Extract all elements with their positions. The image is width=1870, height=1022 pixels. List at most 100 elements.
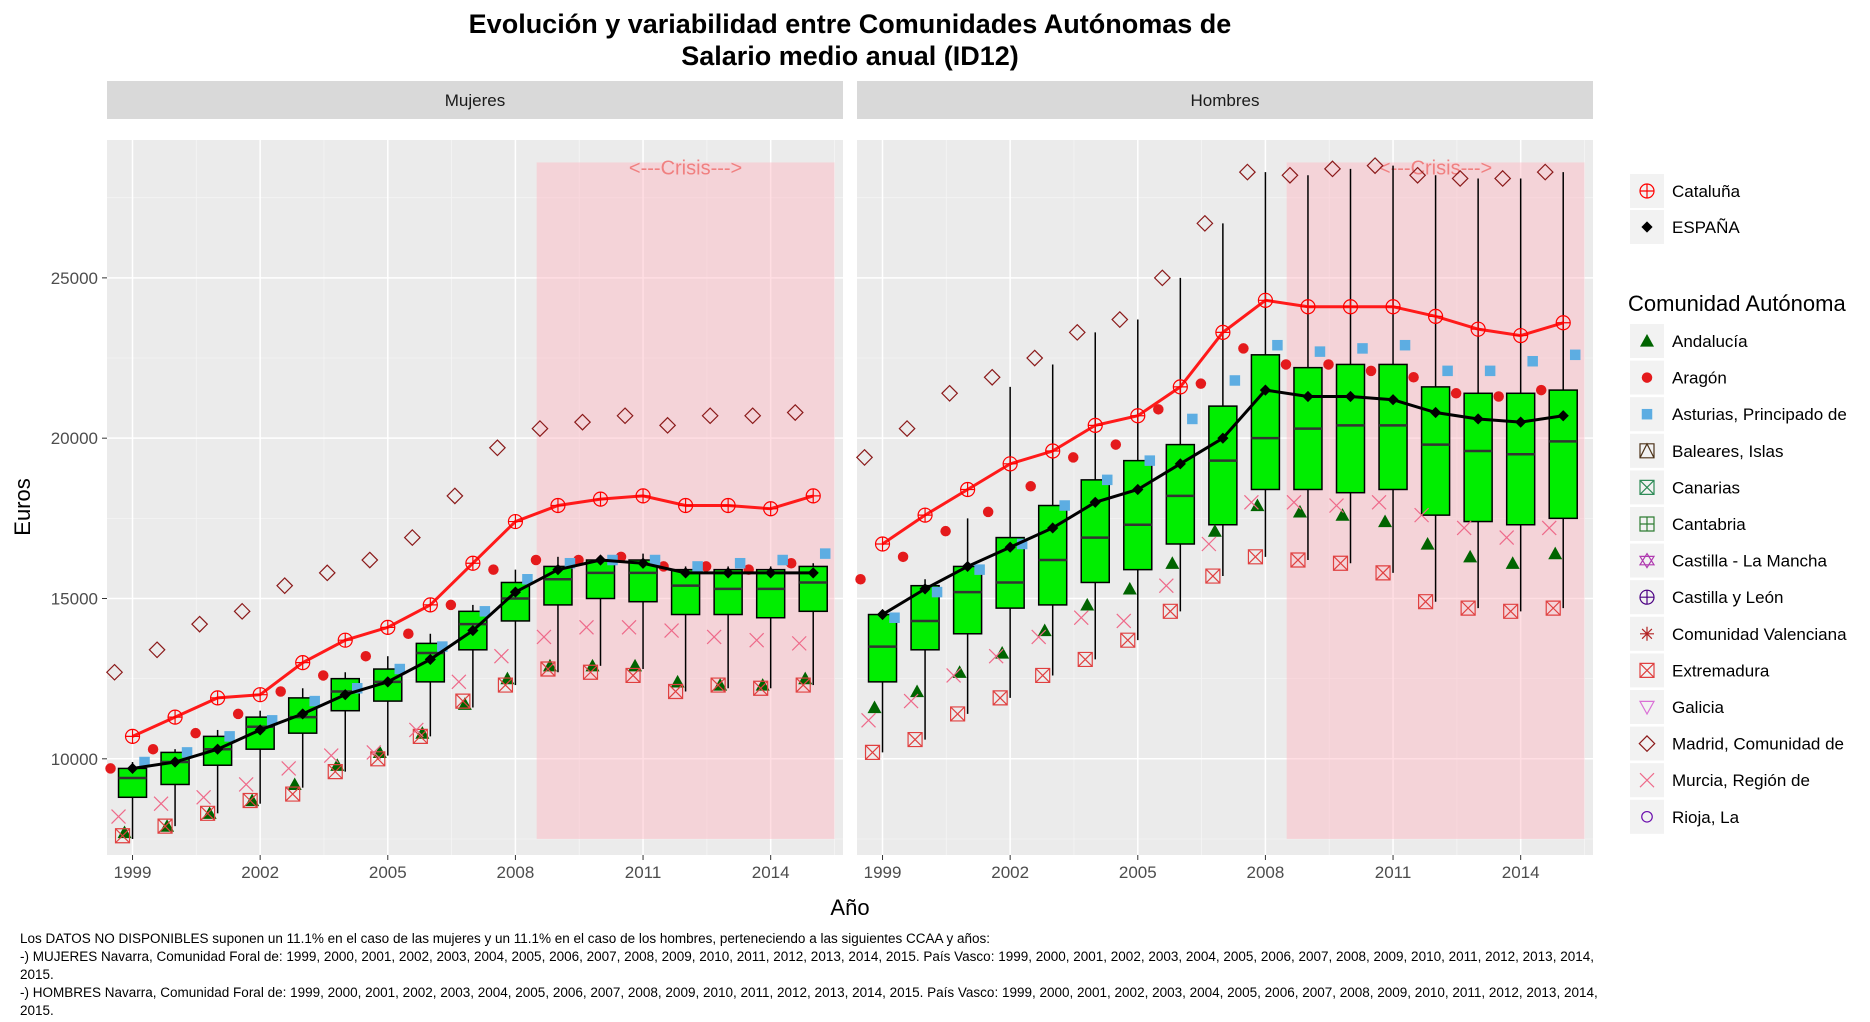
marker-andalucia [952, 665, 967, 678]
salary-boxplot-chart: Evolución y variabilidad entre Comunidad… [10, 9, 1847, 920]
espana-point [254, 724, 266, 736]
marker-madrid [573, 413, 592, 431]
marker-asturias [889, 612, 900, 623]
cataluna-point [210, 690, 226, 706]
cataluna-point [422, 597, 438, 613]
marker-andalucia [1165, 556, 1180, 569]
marker-andalucia [1037, 623, 1052, 637]
marker-murcia [111, 809, 126, 824]
legend-key-bg [1630, 799, 1664, 834]
marker-extremadura [455, 693, 471, 709]
espana-point [212, 743, 224, 755]
marker-murcia [1158, 578, 1174, 594]
marker-murcia [366, 744, 382, 760]
legend-label: Comunidad Valenciana [1672, 625, 1847, 644]
x-tick-label: 2005 [369, 863, 407, 882]
marker-asturias [1144, 455, 1156, 466]
marker-madrid [1366, 157, 1384, 175]
marker-extremadura [1247, 549, 1264, 565]
marker-madrid [744, 407, 762, 425]
legend-label: Canarias [1672, 478, 1740, 497]
marker-extremadura [1205, 568, 1221, 584]
espana-point [962, 560, 974, 573]
legend-key-bg [1630, 726, 1664, 761]
box [1505, 392, 1536, 526]
marker-extremadura [1290, 552, 1306, 568]
marker-asturias [1484, 365, 1496, 377]
marker-madrid [1196, 214, 1214, 232]
espana-point [424, 653, 436, 666]
legend-label: ESPAÑA [1672, 218, 1740, 237]
legend-key-galicia [1638, 700, 1656, 716]
cataluna-point [1342, 299, 1359, 315]
legend: Cataluña ESPAÑA Comunidad Autónoma Andalucí… [1628, 174, 1847, 834]
marker-extremadura [1077, 651, 1093, 668]
panel-strip-label: Hombres [1191, 91, 1260, 110]
marker-extremadura [114, 828, 131, 844]
marker-asturias [1187, 413, 1198, 425]
marker-madrid [659, 416, 677, 434]
marker-andalucia [1122, 581, 1137, 595]
marker-asturias [522, 574, 533, 585]
espana-point [1047, 522, 1059, 534]
cataluna-point [720, 497, 736, 514]
marker-asturias [974, 564, 985, 575]
marker-extremadura [1332, 555, 1349, 571]
legend-key-cantabria [1639, 516, 1655, 532]
legend-key-rioja-la [1641, 810, 1653, 823]
marker-asturias [931, 586, 943, 598]
espana-point [382, 676, 394, 688]
espana-point [1557, 410, 1569, 422]
legend-key-bg [1630, 690, 1664, 724]
espana-point [637, 557, 649, 569]
cataluna-point [1045, 443, 1061, 459]
legend-label: Andalucía [1672, 332, 1748, 351]
marker-asturias [1272, 339, 1283, 351]
marker-madrid [1409, 166, 1427, 184]
marker-extremadura [370, 751, 386, 767]
cataluna-point [507, 513, 524, 530]
box [1378, 363, 1408, 491]
x-tick-label: 2005 [1119, 863, 1157, 882]
marker-aragon [785, 557, 797, 569]
marker-extremadura [625, 667, 641, 684]
marker-extremadura [540, 661, 556, 677]
box [867, 613, 898, 683]
marker-murcia [281, 761, 297, 776]
marker-extremadura [200, 805, 216, 821]
marker-madrid [898, 420, 916, 438]
caption-line-2: -) MUJERES Navarra, Comunidad Foral de: … [20, 949, 1594, 982]
marker-andalucia [713, 678, 728, 691]
y-tick-label: 15000 [51, 589, 98, 608]
marker-asturias [1569, 349, 1581, 361]
cataluna-point [592, 491, 609, 507]
box [1080, 479, 1110, 584]
marker-aragon [1450, 388, 1462, 399]
espana-point [297, 708, 309, 720]
marker-madrid [318, 564, 336, 582]
y-tick-label: 20000 [51, 429, 98, 448]
caption-line-3: -) HOMBRES Navarra, Comunidad Foral de: … [20, 985, 1598, 1018]
legend-label: Extremadura [1672, 661, 1770, 680]
legend-label: Baleares, Islas [1672, 442, 1784, 461]
marker-extremadura [327, 764, 343, 780]
marker-aragon [982, 506, 994, 518]
marker-andalucia [1505, 556, 1520, 569]
legend-key-extremadura [1639, 662, 1655, 678]
marker-murcia [238, 777, 254, 792]
marker-murcia [1541, 520, 1557, 536]
marker-andalucia [160, 819, 175, 832]
marker-murcia [1201, 536, 1217, 552]
marker-aragon [403, 628, 414, 640]
marker-madrid [1494, 169, 1512, 188]
marker-madrid [488, 439, 506, 457]
marker-murcia [1031, 629, 1047, 645]
legend-label: Asturias, Principado de [1672, 405, 1847, 424]
cataluna-point [1427, 308, 1444, 324]
marker-andalucia [1080, 597, 1095, 611]
marker-extremadura [795, 677, 811, 693]
marker-asturias [1357, 343, 1368, 354]
cataluna-point [1130, 408, 1146, 424]
marker-extremadura [1460, 600, 1476, 616]
espana-point [1515, 416, 1527, 428]
